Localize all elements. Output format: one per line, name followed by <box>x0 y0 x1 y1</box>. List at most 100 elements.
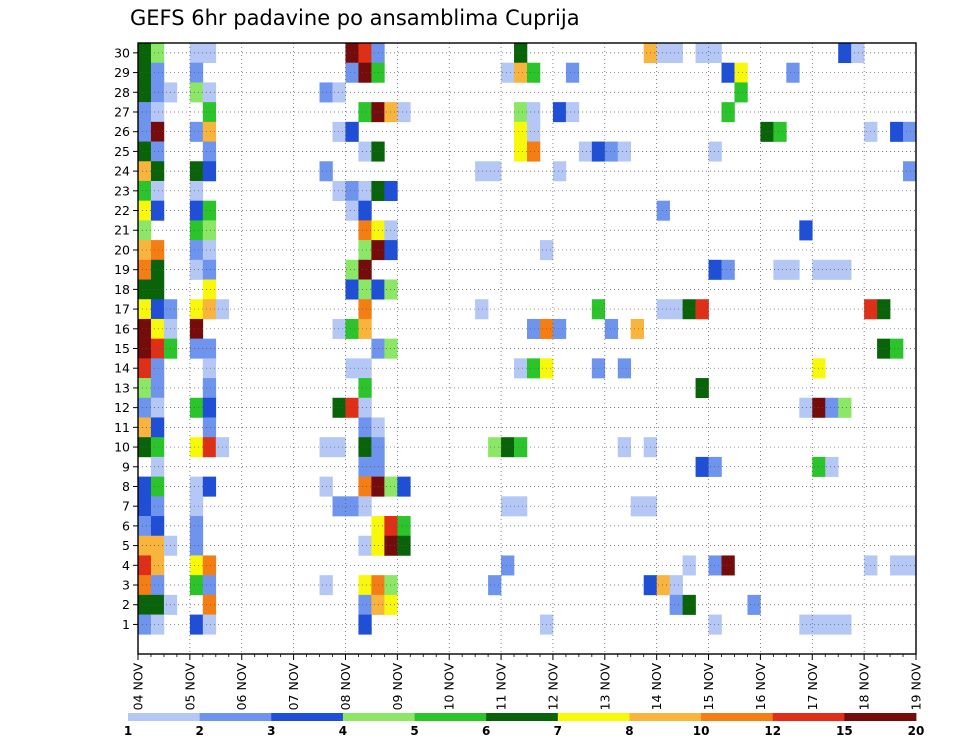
heatmap-cell <box>202 200 217 221</box>
heatmap-cell <box>890 338 904 359</box>
heatmap-cell <box>345 121 359 142</box>
heatmap-cell <box>150 456 165 477</box>
heatmap-cell <box>138 259 152 280</box>
heatmap-cell <box>358 299 372 320</box>
colorbar-label: 12 <box>764 724 781 738</box>
heatmap-cell <box>345 62 359 83</box>
colorbar-label: 10 <box>693 724 710 738</box>
heatmap-cell <box>189 220 204 241</box>
colorbar-swatch <box>557 713 630 721</box>
heatmap-cell <box>138 476 152 497</box>
heatmap-cell <box>345 496 359 517</box>
heatmap-cell <box>358 456 372 477</box>
heatmap-cell <box>578 141 593 162</box>
heatmap-cell <box>202 279 217 300</box>
heatmap-cell <box>514 141 528 162</box>
heatmap-cell <box>202 378 217 399</box>
x-tick-label: 17 NOV <box>805 663 820 711</box>
y-tick-label: 8 <box>122 479 130 494</box>
heatmap-cell <box>358 358 372 379</box>
heatmap-cell <box>384 279 398 300</box>
heatmap-cell <box>501 555 515 576</box>
heatmap-cell <box>527 121 541 142</box>
heatmap-cell <box>189 161 204 182</box>
heatmap-cell <box>189 121 204 142</box>
heatmap-cell <box>630 496 644 517</box>
heatmap-cell <box>358 318 372 339</box>
heatmap-cell <box>150 259 165 280</box>
y-tick-label: 9 <box>122 459 130 474</box>
heatmap-cell <box>604 141 619 162</box>
heatmap-cell <box>150 397 165 418</box>
y-axis: 1234567891011121314151617181920212223242… <box>114 45 138 632</box>
heatmap-cell <box>150 516 165 537</box>
heatmap-cell <box>189 240 204 261</box>
heatmap-cell <box>138 180 152 201</box>
heatmap-cell <box>656 575 670 596</box>
heatmap-cell <box>138 575 152 596</box>
heatmap-cell <box>202 555 217 576</box>
heatmap-cell <box>825 397 839 418</box>
x-tick-label: 15 NOV <box>701 663 716 711</box>
y-tick-label: 23 <box>114 183 130 198</box>
heatmap-cell <box>708 456 722 477</box>
x-tick-label: 07 NOV <box>286 663 301 711</box>
heatmap-cell <box>384 338 398 359</box>
heatmap-cell <box>552 318 567 339</box>
heatmap-cell <box>189 614 204 635</box>
heatmap-cell <box>384 594 398 615</box>
x-tick-label: 11 NOV <box>494 663 509 711</box>
x-tick-label: 12 NOV <box>545 663 560 711</box>
heatmap-cell <box>345 180 359 201</box>
x-tick-label: 16 NOV <box>753 663 768 711</box>
heatmap-cell <box>877 338 891 359</box>
heatmap-cell <box>358 614 372 635</box>
heatmap-cell <box>150 62 165 83</box>
heatmap-cell <box>150 476 165 497</box>
colorbar-swatch <box>486 713 559 721</box>
heatmap-cell <box>890 555 904 576</box>
x-tick-label: 05 NOV <box>182 663 197 711</box>
x-axis: 04 NOV 05 NOV 06 NOV 07 NOV 08 NOV 09 NOV 10 N… <box>131 654 924 710</box>
y-tick-label: 27 <box>114 104 130 119</box>
y-tick-label: 21 <box>114 223 130 238</box>
heatmap-cell <box>332 397 346 418</box>
y-tick-label: 12 <box>114 400 130 415</box>
heatmap-cell <box>202 121 217 142</box>
heatmap-cell <box>669 594 683 615</box>
heatmap-cell <box>138 43 152 64</box>
heatmap-cell <box>189 397 204 418</box>
heatmap-cell <box>514 62 528 83</box>
heatmap-cell <box>202 220 217 241</box>
heatmap-cell <box>150 102 165 123</box>
heatmap-cell <box>708 43 722 64</box>
heatmap-cell <box>475 299 489 320</box>
x-tick-label: 18 NOV <box>857 663 872 711</box>
heatmap-cell <box>397 476 411 497</box>
y-tick-label: 11 <box>114 420 130 435</box>
heatmap-cell <box>189 555 204 576</box>
colorbar: 1 2 3 4 5 6 7 8 10 12 15 20 <box>124 713 925 738</box>
heatmap-cell <box>669 575 683 596</box>
heatmap-cell <box>384 535 398 556</box>
heatmap-cell <box>786 62 800 83</box>
heatmap-cell <box>138 516 152 537</box>
colorbar-label: 6 <box>482 724 490 738</box>
heatmap-cell <box>358 220 372 241</box>
heatmap-cell <box>514 121 528 142</box>
x-tick-label: 08 NOV <box>338 663 353 711</box>
y-tick-label: 18 <box>114 282 130 297</box>
y-tick-label: 14 <box>114 361 130 376</box>
x-tick-label: 10 NOV <box>442 663 457 711</box>
colorbar-label: 3 <box>267 724 275 738</box>
heatmap-cell <box>773 121 787 142</box>
heatmap-cell <box>552 161 567 182</box>
colorbar-label: 20 <box>908 724 925 738</box>
heatmap-cell <box>138 358 152 379</box>
heatmap-cell <box>708 259 722 280</box>
heatmap-cell <box>669 299 683 320</box>
colorbar-label: 4 <box>339 724 347 738</box>
heatmap-cell <box>150 299 165 320</box>
heatmap-cell <box>138 594 152 615</box>
heatmap-cell <box>189 62 204 83</box>
